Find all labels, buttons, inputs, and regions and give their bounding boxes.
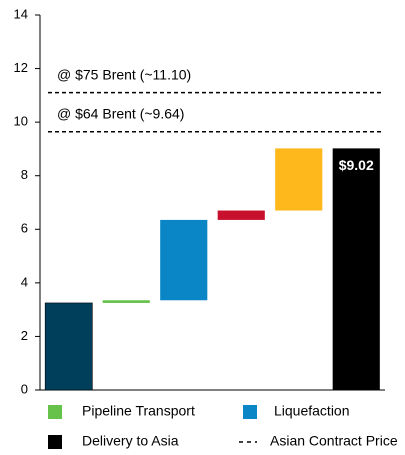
legend-swatch	[243, 405, 257, 419]
waterfall-bar	[102, 300, 150, 303]
reference-label: @ $64 Brent (~9.64)	[57, 105, 184, 121]
waterfall-bar	[217, 210, 265, 220]
y-tick-label: 14	[14, 6, 28, 21]
y-tick-label: 2	[21, 328, 28, 343]
legend-label: Liquefaction	[274, 403, 350, 419]
y-tick-label: 8	[21, 167, 28, 182]
legend-label: Pipeline Transport	[82, 403, 195, 419]
y-tick-label: 6	[21, 221, 28, 236]
total-bar	[332, 148, 380, 390]
legend-swatch	[48, 435, 62, 449]
value-label: $9.02	[339, 157, 374, 173]
reference-label: @ $75 Brent (~11.10)	[57, 66, 191, 82]
legend-label: Asian Contract Price	[270, 433, 398, 449]
y-tick-label: 10	[14, 114, 28, 129]
waterfall-bar	[44, 302, 93, 391]
y-tick-label: 0	[21, 381, 28, 396]
legend-label: Delivery to Asia	[82, 433, 179, 449]
legend-swatch	[48, 405, 62, 419]
y-tick-label: 4	[21, 274, 28, 289]
waterfall-bar	[275, 148, 323, 211]
waterfall-bar	[160, 219, 208, 301]
y-tick-label: 12	[14, 60, 28, 75]
